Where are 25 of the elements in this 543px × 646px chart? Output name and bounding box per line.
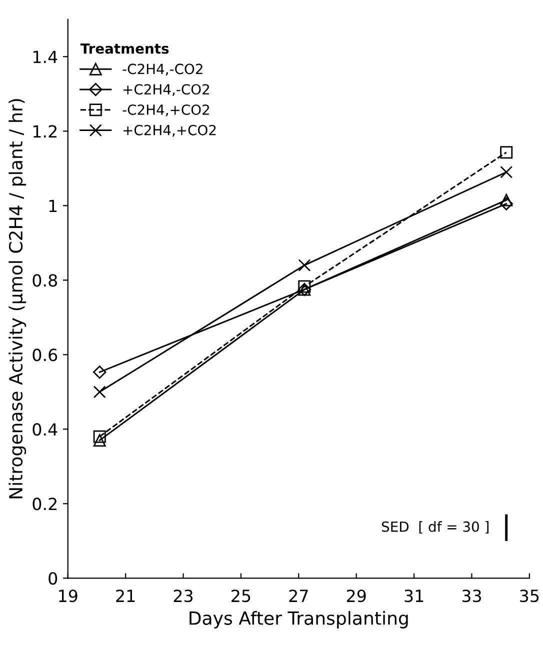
legend-label: +C2H4,+CO2	[124, 124, 216, 137]
legend-label: -C2H4,+CO2	[122, 104, 209, 116]
y-tick-label: 1.4	[33, 50, 58, 63]
legend-label: -C2H4,-CO2	[122, 64, 202, 76]
y-tick-label: 1.2	[33, 125, 56, 138]
legend-title: Treatments	[80, 43, 169, 54]
x-tick-label: 35	[520, 590, 539, 602]
y-tick-label: 0	[48, 572, 58, 585]
x-tick-label: 19	[59, 590, 78, 602]
x-tick-label: 31	[404, 590, 424, 602]
x-tick-label: 33	[462, 590, 481, 602]
y-tick-label: 0.4	[32, 423, 58, 436]
annotation: SED [ df = 30 ]	[382, 521, 488, 534]
legend-label: +C2H4,-CO2	[124, 84, 209, 96]
x-tick-label: 21	[116, 590, 135, 602]
x-tick-label: 25	[232, 590, 250, 602]
y-tick-label: 1	[49, 200, 57, 212]
y-axis-title: Nitrogenase Activity (µmol C2H4 / plant / hr)	[8, 99, 26, 498]
y-tick-label: 0.2	[32, 498, 56, 510]
x-tick-label: 23	[174, 590, 193, 602]
y-tick-label: 0.8	[32, 274, 58, 287]
x-tick-label: 29	[346, 590, 366, 602]
y-tick-label: 0.6	[32, 348, 58, 362]
x-axis-title: Days After Transplanting	[190, 610, 408, 628]
x-tick-label: 27	[289, 590, 308, 602]
